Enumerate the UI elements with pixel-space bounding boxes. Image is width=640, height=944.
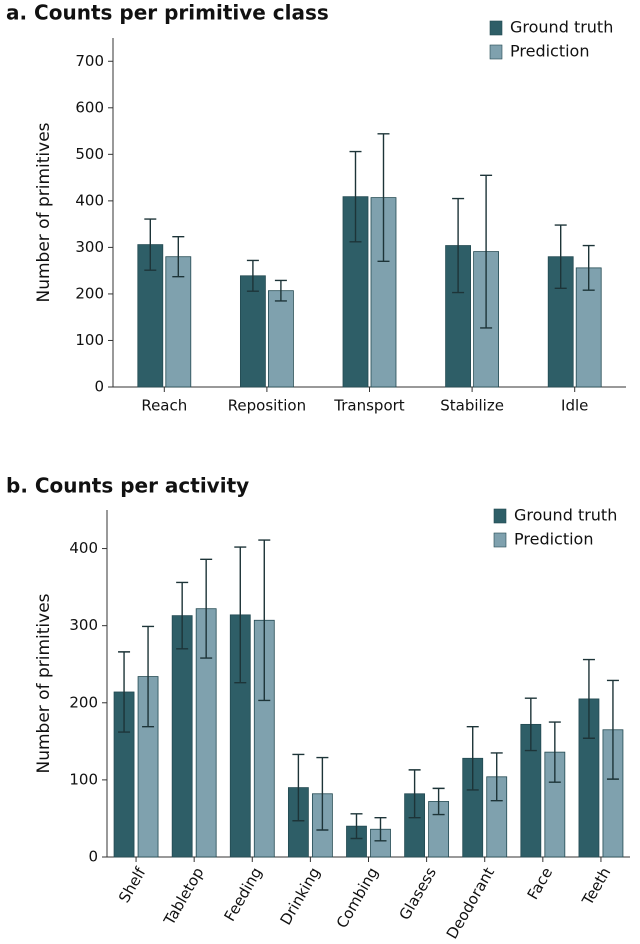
x-tick-label: Teeth xyxy=(578,864,614,909)
error-bar xyxy=(258,539,271,702)
y-tick-label: 100 xyxy=(75,331,104,349)
x-tick-label: Tabletop xyxy=(160,864,208,929)
error-bar xyxy=(554,224,567,290)
y-tick-label: 300 xyxy=(75,238,104,256)
error-bar xyxy=(377,133,390,263)
y-axis-label: Number of primitives xyxy=(34,593,54,773)
error-bar xyxy=(524,697,537,752)
y-tick-label: 0 xyxy=(94,378,104,396)
error-bar xyxy=(374,816,387,842)
error-bar xyxy=(582,658,595,739)
error-bar xyxy=(316,756,329,831)
error-bar xyxy=(466,725,479,791)
error-bar xyxy=(274,279,287,302)
y-tick-label: 0 xyxy=(88,848,98,866)
error-bar xyxy=(349,150,362,243)
x-tick-label: Reposition xyxy=(228,397,306,415)
bar xyxy=(165,256,192,388)
legend-swatch xyxy=(493,532,507,548)
x-tick-label: Drinking xyxy=(277,864,324,928)
y-tick-label: 500 xyxy=(75,145,104,163)
error-bar xyxy=(200,558,213,659)
y-tick-label: 600 xyxy=(75,98,104,116)
y-tick-label: 300 xyxy=(69,616,98,634)
y-tick-label: 700 xyxy=(75,52,104,70)
error-bar xyxy=(490,752,503,802)
x-tick-label: Transport xyxy=(333,397,405,415)
y-tick-label: 200 xyxy=(69,693,98,711)
error-bar xyxy=(606,679,619,780)
x-tick-label: Stabilize xyxy=(440,397,504,415)
error-bar xyxy=(172,235,185,278)
error-bar xyxy=(480,174,493,329)
chart-title: b. Counts per activity xyxy=(6,474,249,498)
error-bar xyxy=(246,259,259,292)
error-bar xyxy=(408,769,421,819)
error-bar xyxy=(582,244,595,291)
error-bar xyxy=(176,581,189,650)
x-tick-label: Combing xyxy=(333,864,382,931)
error-bar xyxy=(142,625,155,728)
error-bar xyxy=(548,721,561,783)
chart-title: a. Counts per primitive class xyxy=(6,1,329,25)
y-tick-label: 200 xyxy=(75,284,104,302)
legend-label: Ground truth xyxy=(514,506,617,525)
error-bar xyxy=(452,197,465,294)
x-tick-label: Feeding xyxy=(221,864,266,924)
error-bar xyxy=(118,651,131,733)
y-tick-label: 400 xyxy=(69,539,98,557)
y-axis-label: Number of primitives xyxy=(34,122,54,302)
y-tick-label: 400 xyxy=(75,191,104,209)
x-tick-label: Face xyxy=(524,864,557,902)
error-bar xyxy=(292,753,305,822)
x-tick-label: Idle xyxy=(561,397,588,415)
legend-label: Prediction xyxy=(514,530,593,549)
x-tick-label: Reach xyxy=(141,397,187,415)
legend-swatch xyxy=(489,44,503,60)
legend-label: Ground truth xyxy=(510,18,613,37)
y-tick-label: 100 xyxy=(69,770,98,788)
error-bar xyxy=(234,546,247,684)
legend-swatch xyxy=(489,20,503,36)
legend-label: Prediction xyxy=(510,42,589,61)
bar xyxy=(171,615,193,858)
bar xyxy=(267,290,294,388)
x-tick-label: Shelf xyxy=(115,864,150,906)
error-bar xyxy=(350,813,363,840)
legend-swatch xyxy=(493,508,507,524)
bar xyxy=(239,275,266,388)
x-tick-label: Deodorant xyxy=(443,864,498,942)
error-bar xyxy=(144,218,157,271)
error-bar xyxy=(432,787,445,816)
x-tick-label: Glasess xyxy=(396,864,441,923)
